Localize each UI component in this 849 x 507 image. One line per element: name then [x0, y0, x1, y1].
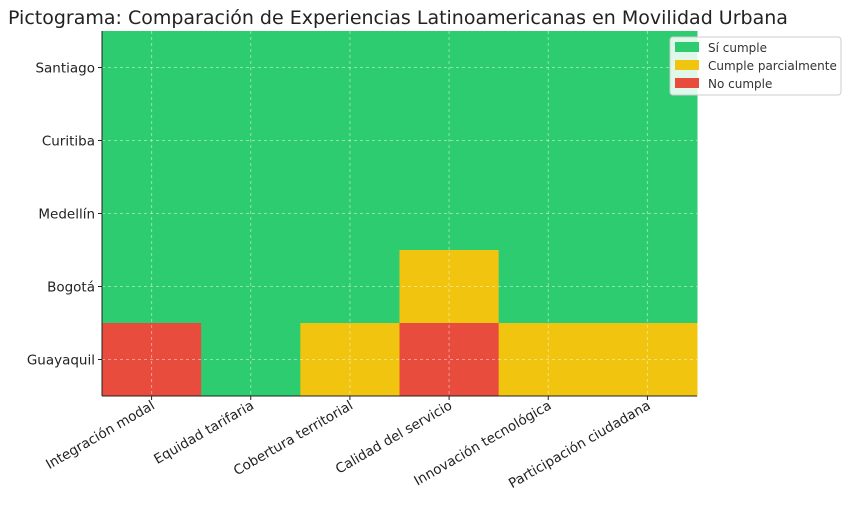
legend-label: Sí cumple	[708, 41, 767, 55]
heatmap-cell	[201, 177, 301, 251]
chart-title: Pictograma: Comparación de Experiencias …	[8, 7, 788, 29]
heatmap-cell	[597, 177, 698, 251]
heatmap-cell	[300, 323, 400, 397]
heatmap-cell	[498, 31, 599, 105]
heatmap-cell	[399, 177, 500, 251]
heatmap-cell	[102, 177, 202, 251]
y-tick-label: Curitiba	[42, 134, 95, 150]
y-tick-label: Medellín	[38, 207, 95, 223]
heatmap-cell	[498, 177, 599, 251]
legend-swatch	[675, 42, 699, 52]
legend-swatch	[675, 78, 699, 88]
heatmap-cell	[300, 177, 400, 251]
legend-swatch	[675, 60, 699, 70]
heatmap-cell	[300, 250, 400, 324]
heatmap-cell	[597, 250, 698, 324]
legend-label: Cumple parcialmente	[708, 59, 837, 73]
heatmap-cell	[498, 104, 599, 178]
heatmap-cell	[201, 31, 301, 105]
heatmap-cell	[300, 31, 400, 105]
heatmap-cell	[201, 104, 301, 178]
legend-label: No cumple	[708, 77, 772, 91]
legend-box	[669, 36, 842, 96]
heatmap-cell	[399, 250, 500, 324]
heatmap-cell	[201, 323, 301, 397]
heatmap-cell	[399, 104, 500, 178]
y-tick-label: Bogotá	[47, 280, 95, 296]
y-tick-label: Santiago	[35, 61, 95, 77]
heatmap-cell	[201, 250, 301, 324]
heatmap-cell	[597, 323, 698, 397]
heatmap-cell	[102, 250, 202, 324]
heatmap-cell	[498, 323, 599, 397]
heatmap-cell	[399, 323, 500, 397]
heatmap-cell	[597, 104, 698, 178]
x-tick-label: Equidad tarifaria	[151, 398, 256, 468]
heatmap-cell	[102, 104, 202, 178]
heatmap-cell	[498, 250, 599, 324]
heatmap-cell	[300, 104, 400, 178]
legend: Sí cumple Cumple parcialmente No cumple	[669, 36, 842, 96]
heatmap-cell	[399, 31, 500, 105]
heatmap-cell	[102, 323, 202, 397]
y-tick-label: Guayaquil	[27, 353, 95, 369]
x-tick-label: Integración modal	[43, 398, 157, 473]
heatmap-cell	[102, 31, 202, 105]
